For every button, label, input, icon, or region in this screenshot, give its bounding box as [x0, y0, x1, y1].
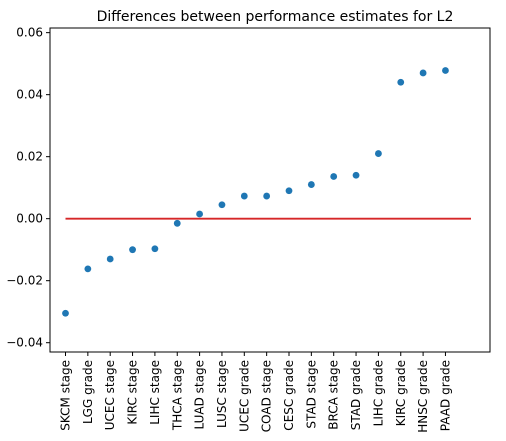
x-tick-label: KIRC grade: [394, 360, 408, 426]
x-tick-label: THCA stage: [170, 360, 184, 431]
data-point: [285, 187, 293, 195]
x-tick-label: PAAD grade: [438, 360, 452, 431]
x-tick-label: UCEC grade: [237, 360, 251, 432]
data-point: [240, 192, 248, 200]
x-tick-label: BRCA stage: [327, 360, 341, 430]
chart-title: Differences between performance estimate…: [97, 9, 454, 25]
x-tick-label: UCEC stage: [103, 360, 117, 430]
data-point: [106, 255, 114, 263]
data-point: [307, 181, 315, 188]
x-tick-label: COAD stage: [260, 360, 274, 432]
x-tick-label: STAD grade: [349, 360, 363, 430]
data-point: [62, 309, 69, 317]
data-point: [352, 171, 360, 179]
x-tick-label: STAD stage: [304, 360, 318, 429]
data-point: [330, 173, 338, 180]
x-tick-label: LUSC stage: [215, 360, 229, 428]
x-tick-label: HNSC grade: [416, 360, 430, 433]
data-point: [151, 245, 159, 253]
x-tick-label: LGG grade: [81, 360, 95, 424]
x-tick-label: KIRC stage: [126, 360, 140, 425]
data-point: [84, 265, 92, 273]
data-point: [129, 246, 136, 254]
y-tick-label: 0.04: [16, 88, 43, 102]
x-tick-label: LIHC stage: [148, 360, 162, 425]
data-point: [442, 67, 449, 74]
x-tick-label: SKCM stage: [59, 360, 73, 431]
axes-frame: [49, 27, 491, 353]
y-tick-label: 0.02: [16, 150, 43, 164]
data-point: [375, 150, 382, 157]
y-tick-label: −0.04: [6, 336, 43, 350]
y-tick-label: 0.06: [16, 26, 43, 40]
x-tick-label: LIHC grade: [371, 360, 385, 426]
plot-area: −0.04 −0.02 0.00 0.02 0.04 0.06 SKCM stage LGG …: [6, 26, 491, 433]
data-point: [263, 192, 271, 200]
data-point: [196, 210, 204, 218]
data-point: [397, 78, 405, 86]
x-tick-label: CESC grade: [282, 360, 296, 431]
data-point: [218, 201, 226, 209]
data-point: [173, 219, 181, 227]
data-point: [419, 69, 427, 77]
y-tick-label: −0.02: [6, 274, 43, 288]
y-tick-label: 0.00: [16, 212, 43, 226]
x-tick-label: LUAD stage: [193, 360, 207, 429]
